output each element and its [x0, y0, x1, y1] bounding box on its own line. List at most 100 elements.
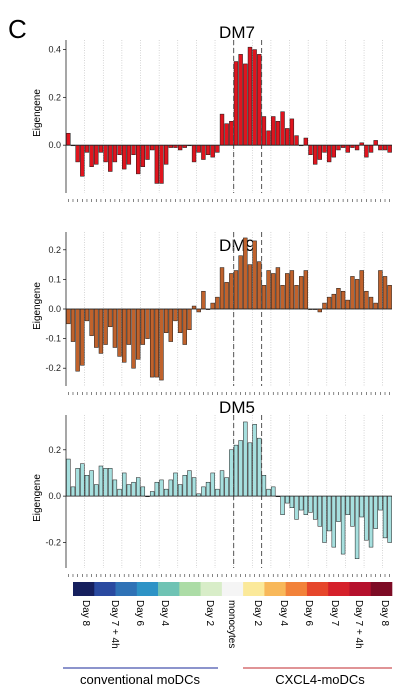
bar — [345, 144, 350, 153]
bar — [187, 470, 192, 497]
bar — [98, 144, 104, 153]
bar — [108, 468, 113, 497]
bar — [182, 475, 187, 497]
bar — [303, 137, 309, 146]
bar — [299, 495, 304, 511]
bar — [84, 144, 90, 153]
bar — [145, 144, 150, 160]
bar — [136, 477, 141, 497]
bar — [317, 144, 323, 160]
bar — [322, 144, 327, 153]
bar — [131, 481, 136, 497]
bar — [364, 495, 369, 541]
bar — [140, 144, 146, 167]
bar — [289, 495, 295, 508]
bar — [243, 63, 248, 146]
bar — [112, 308, 118, 348]
bar — [126, 308, 132, 345]
bar — [336, 495, 341, 522]
bar — [66, 458, 71, 497]
bar — [163, 144, 169, 165]
bar — [378, 495, 383, 511]
legend-label: Day 7 — [329, 600, 340, 627]
bar — [378, 144, 383, 151]
bar — [359, 495, 364, 518]
y-tick-label: 0.0 — [48, 304, 61, 314]
legend-swatch — [115, 582, 138, 596]
bar — [317, 308, 323, 313]
bar — [243, 237, 248, 310]
bar — [336, 144, 341, 151]
bar — [373, 495, 378, 529]
bar — [210, 144, 215, 158]
bar — [210, 472, 215, 497]
bar — [294, 135, 299, 146]
bar — [163, 488, 169, 497]
bar — [326, 495, 332, 532]
legend-label: Day 7 + 4h — [109, 600, 120, 649]
y-tick-label: 0.4 — [48, 45, 61, 55]
bar — [387, 144, 392, 153]
bar — [196, 308, 201, 313]
legend-label: Day 8 — [80, 600, 91, 627]
bar — [299, 276, 304, 310]
bar — [308, 144, 313, 156]
legend-swatch — [73, 582, 95, 596]
legend-swatch — [221, 582, 244, 596]
bars-dm5 — [66, 421, 392, 559]
legend-swatch — [179, 582, 201, 596]
bar — [326, 296, 332, 310]
bar — [294, 285, 299, 310]
bar — [233, 444, 239, 497]
bar — [382, 495, 388, 539]
y-tick-label: -0.1 — [45, 334, 61, 344]
bar — [368, 144, 374, 153]
bar — [275, 121, 281, 146]
bar — [159, 144, 164, 184]
bar — [238, 54, 243, 146]
legend-label: Day 6 — [303, 600, 314, 627]
y-tick-label: 0.2 — [48, 445, 61, 455]
panel-dm9: DM9 Eigengene -0.2 -0.1 0.0 0.1 0.2 — [32, 232, 392, 395]
bar — [112, 479, 118, 497]
legend-label: Day 4 — [278, 600, 289, 627]
bar — [382, 144, 388, 151]
bar — [136, 308, 141, 360]
axes-dm7: 0.0 0.2 0.4 — [48, 40, 392, 202]
bar — [345, 495, 350, 515]
gridlines-dm5 — [84, 415, 383, 568]
legend-label: Day 4 — [159, 600, 170, 627]
bar — [103, 144, 108, 163]
bar — [215, 144, 220, 153]
bar — [210, 302, 215, 310]
bar — [382, 276, 388, 310]
legend-swatch — [285, 582, 308, 596]
bar — [229, 449, 234, 497]
legend-label: Day 7 + 4h — [353, 600, 364, 649]
bar — [159, 308, 164, 381]
bar — [247, 264, 253, 310]
bar — [257, 261, 262, 310]
bar — [340, 290, 346, 310]
bar — [312, 495, 318, 520]
bar — [317, 495, 323, 527]
legend-label: monocytes — [226, 600, 237, 648]
axes-dm5: -0.2 0.0 0.2 — [45, 415, 392, 577]
bar — [368, 296, 374, 310]
bar — [229, 121, 234, 146]
bar — [84, 308, 90, 322]
legend-swatch — [136, 582, 159, 596]
bar — [219, 267, 225, 310]
bar — [322, 302, 327, 310]
group-labels: conventional moDCs CXCL4-moDCs — [63, 667, 392, 687]
bar — [354, 279, 360, 310]
bar — [126, 484, 132, 497]
bar — [136, 144, 141, 175]
bar — [94, 308, 99, 348]
bar — [233, 270, 239, 310]
bar — [331, 293, 336, 310]
bar — [359, 270, 364, 310]
bar — [122, 308, 127, 363]
bar — [75, 144, 80, 163]
bar — [368, 495, 374, 548]
